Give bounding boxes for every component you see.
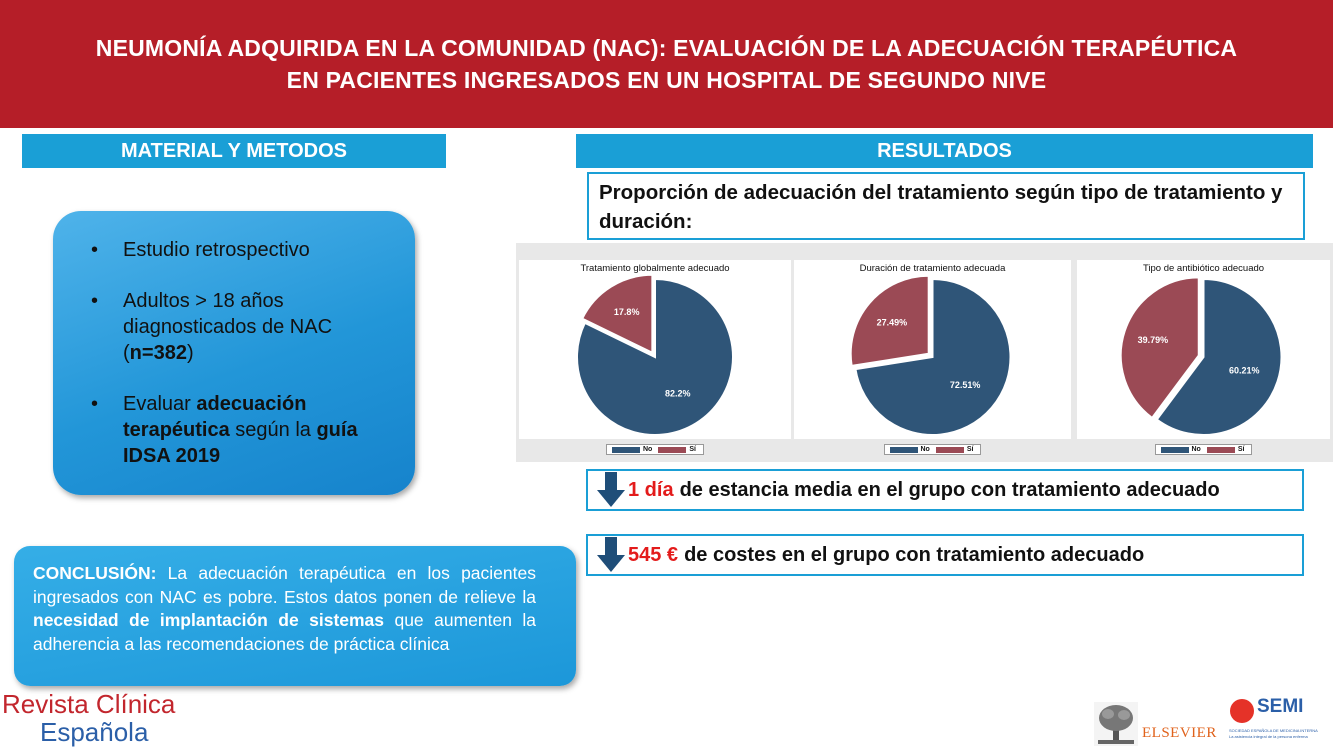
legend-swatch bbox=[612, 446, 640, 453]
down-arrow-icon bbox=[597, 472, 625, 507]
cost-stat-value: 545 € bbox=[628, 543, 679, 566]
methods-item-population: Adultos > 18 años diagnosticados de NAC … bbox=[91, 288, 391, 366]
legend-label: No bbox=[643, 446, 653, 453]
evaluation-emphasis: adecuación terapéutica bbox=[123, 393, 307, 441]
pie-chart-cell: Tipo de antibiótico adecuado 60.21% 39.79%… bbox=[1077, 260, 1330, 455]
stay-stat-box: 1 día de estancia media en el grupo con … bbox=[586, 469, 1304, 511]
title-line-2: EN PACIENTES INGRESADOS EN UN HOSPITAL D… bbox=[286, 67, 1047, 93]
semi-subtitle-line-1: SOCIEDAD ESPAÑOLA DE MEDICINA INTERNA bbox=[1229, 728, 1318, 733]
pie-slice-label: 17.8% bbox=[614, 307, 640, 317]
pie-slice-no bbox=[854, 277, 1012, 436]
revista-clinica-logo: Revista Clínica Española bbox=[2, 690, 175, 746]
semi-logo: SEMI SOCIEDAD ESPAÑOLA DE MEDICINA INTER… bbox=[1229, 696, 1333, 748]
methods-item-study-text: Estudio retrospectivo bbox=[123, 239, 310, 261]
revista-line-2: Española bbox=[40, 717, 149, 747]
proportion-heading: Proporción de adecuación del tratamiento… bbox=[587, 172, 1305, 240]
population-close: ) bbox=[186, 342, 194, 364]
cost-stat-text: de costes en el grupo con tratamiento ad… bbox=[684, 543, 1145, 566]
pie-chart-cell: Tratamiento globalmente adecuado 82.2% 17.… bbox=[519, 260, 791, 455]
pie-charts-panel: Tratamiento globalmente adecuado 82.2% 17.… bbox=[516, 243, 1333, 462]
semi-wordmark: SEMI bbox=[1257, 696, 1304, 717]
pie-slice-label: 39.79% bbox=[1138, 335, 1169, 345]
pie-slice-no bbox=[576, 277, 734, 436]
chart-legend: No Sí bbox=[606, 444, 704, 455]
down-arrow-icon bbox=[597, 537, 625, 572]
legend-swatch bbox=[1160, 446, 1189, 453]
results-section-title: RESULTADOS bbox=[576, 134, 1313, 168]
conclusion-text-c: que aumenten la adherencia a las recomen… bbox=[33, 610, 536, 654]
conclusion-text-a: La adecuación terapéutica en los pacient… bbox=[33, 563, 536, 607]
conclusion-emphasis: necesidad de implantación de sistemas bbox=[33, 610, 385, 630]
evaluation-text-a: Evaluar bbox=[123, 393, 197, 415]
legend-swatch bbox=[889, 446, 918, 453]
legend-swatch bbox=[1206, 446, 1235, 453]
chart-title: Tratamiento globalmente adecuado bbox=[580, 263, 730, 274]
pie-slice-label: 82.2% bbox=[665, 388, 691, 398]
pie-slice-label: 72.51% bbox=[950, 380, 981, 390]
legend-label: Sí bbox=[1237, 446, 1245, 453]
pie-chart: 60.21% 39.79% bbox=[1119, 276, 1283, 436]
legend-label: No bbox=[1191, 446, 1201, 453]
chart-legend: No Sí bbox=[883, 444, 982, 455]
title-line-1: NEUMONÍA ADQUIRIDA EN LA COMUNIDAD (NAC)… bbox=[95, 35, 1238, 61]
stay-stat-text: de estancia media en el grupo con tratam… bbox=[679, 478, 1220, 501]
pie-slice-si bbox=[580, 273, 654, 355]
methods-list: Estudio retrospectivo Adultos > 18 años … bbox=[91, 237, 391, 494]
semi-subtitle: SOCIEDAD ESPAÑOLA DE MEDICINA INTERNA La… bbox=[1229, 728, 1333, 740]
methods-item-study: Estudio retrospectivo bbox=[91, 237, 391, 263]
pie-slice-no bbox=[1155, 277, 1283, 436]
pie-slice-si bbox=[849, 274, 930, 368]
cost-stat-box: 545 € de costes en el grupo con tratamie… bbox=[586, 534, 1304, 576]
header-banner: NEUMONÍA ADQUIRIDA EN LA COMUNIDAD (NAC)… bbox=[0, 0, 1333, 128]
evaluation-text-c: según la bbox=[229, 419, 317, 441]
guideline-name: guía IDSA 2019 bbox=[123, 419, 358, 467]
pie-chart: 82.2% 17.8% bbox=[576, 273, 734, 436]
conclusion-label: CONCLUSIÓN: bbox=[33, 563, 157, 583]
chart-title: Tipo de antibiótico adecuado bbox=[1142, 263, 1265, 274]
chart-title: Duración de tratamiento adecuada bbox=[859, 263, 1006, 274]
elsevier-tree-icon bbox=[1094, 702, 1138, 746]
semi-circle-icon bbox=[1230, 699, 1254, 723]
elsevier-wordmark: ELSEVIER bbox=[1142, 725, 1217, 741]
pie-slice-label: 27.49% bbox=[877, 317, 908, 327]
sample-size: n=382 bbox=[129, 342, 187, 364]
semi-subtitle-line-2: La asistencia integral de la persona enf… bbox=[1229, 734, 1308, 739]
pie-slice-label: 60.21% bbox=[1229, 366, 1260, 376]
methods-box: Estudio retrospectivo Adultos > 18 años … bbox=[53, 211, 415, 495]
methods-item-evaluation: Evaluar adecuación terapéutica según la … bbox=[91, 391, 391, 469]
conclusion-box: CONCLUSIÓN: La adecuación terapéutica en… bbox=[14, 546, 576, 686]
legend-label: Sí bbox=[966, 446, 974, 453]
pie-slice-si bbox=[1119, 276, 1200, 420]
legend-swatch bbox=[658, 446, 687, 453]
revista-line-1: Revista Clínica bbox=[2, 689, 176, 719]
elsevier-logo: ELSEVIER bbox=[1094, 702, 1217, 746]
legend-label: Sí bbox=[689, 446, 696, 453]
legend-swatch bbox=[935, 446, 964, 453]
methods-section-title: MATERIAL Y METODOS bbox=[22, 134, 446, 168]
population-text: Adultos > 18 años diagnosticados de NAC … bbox=[123, 290, 333, 364]
chart-legend: No Sí bbox=[1154, 444, 1253, 455]
legend-label: No bbox=[920, 446, 930, 453]
pie-chart: 72.51% 27.49% bbox=[849, 274, 1012, 436]
stay-stat-value: 1 día bbox=[628, 478, 674, 501]
pie-chart-cell: Duración de tratamiento adecuada 72.51% 27… bbox=[794, 260, 1071, 455]
